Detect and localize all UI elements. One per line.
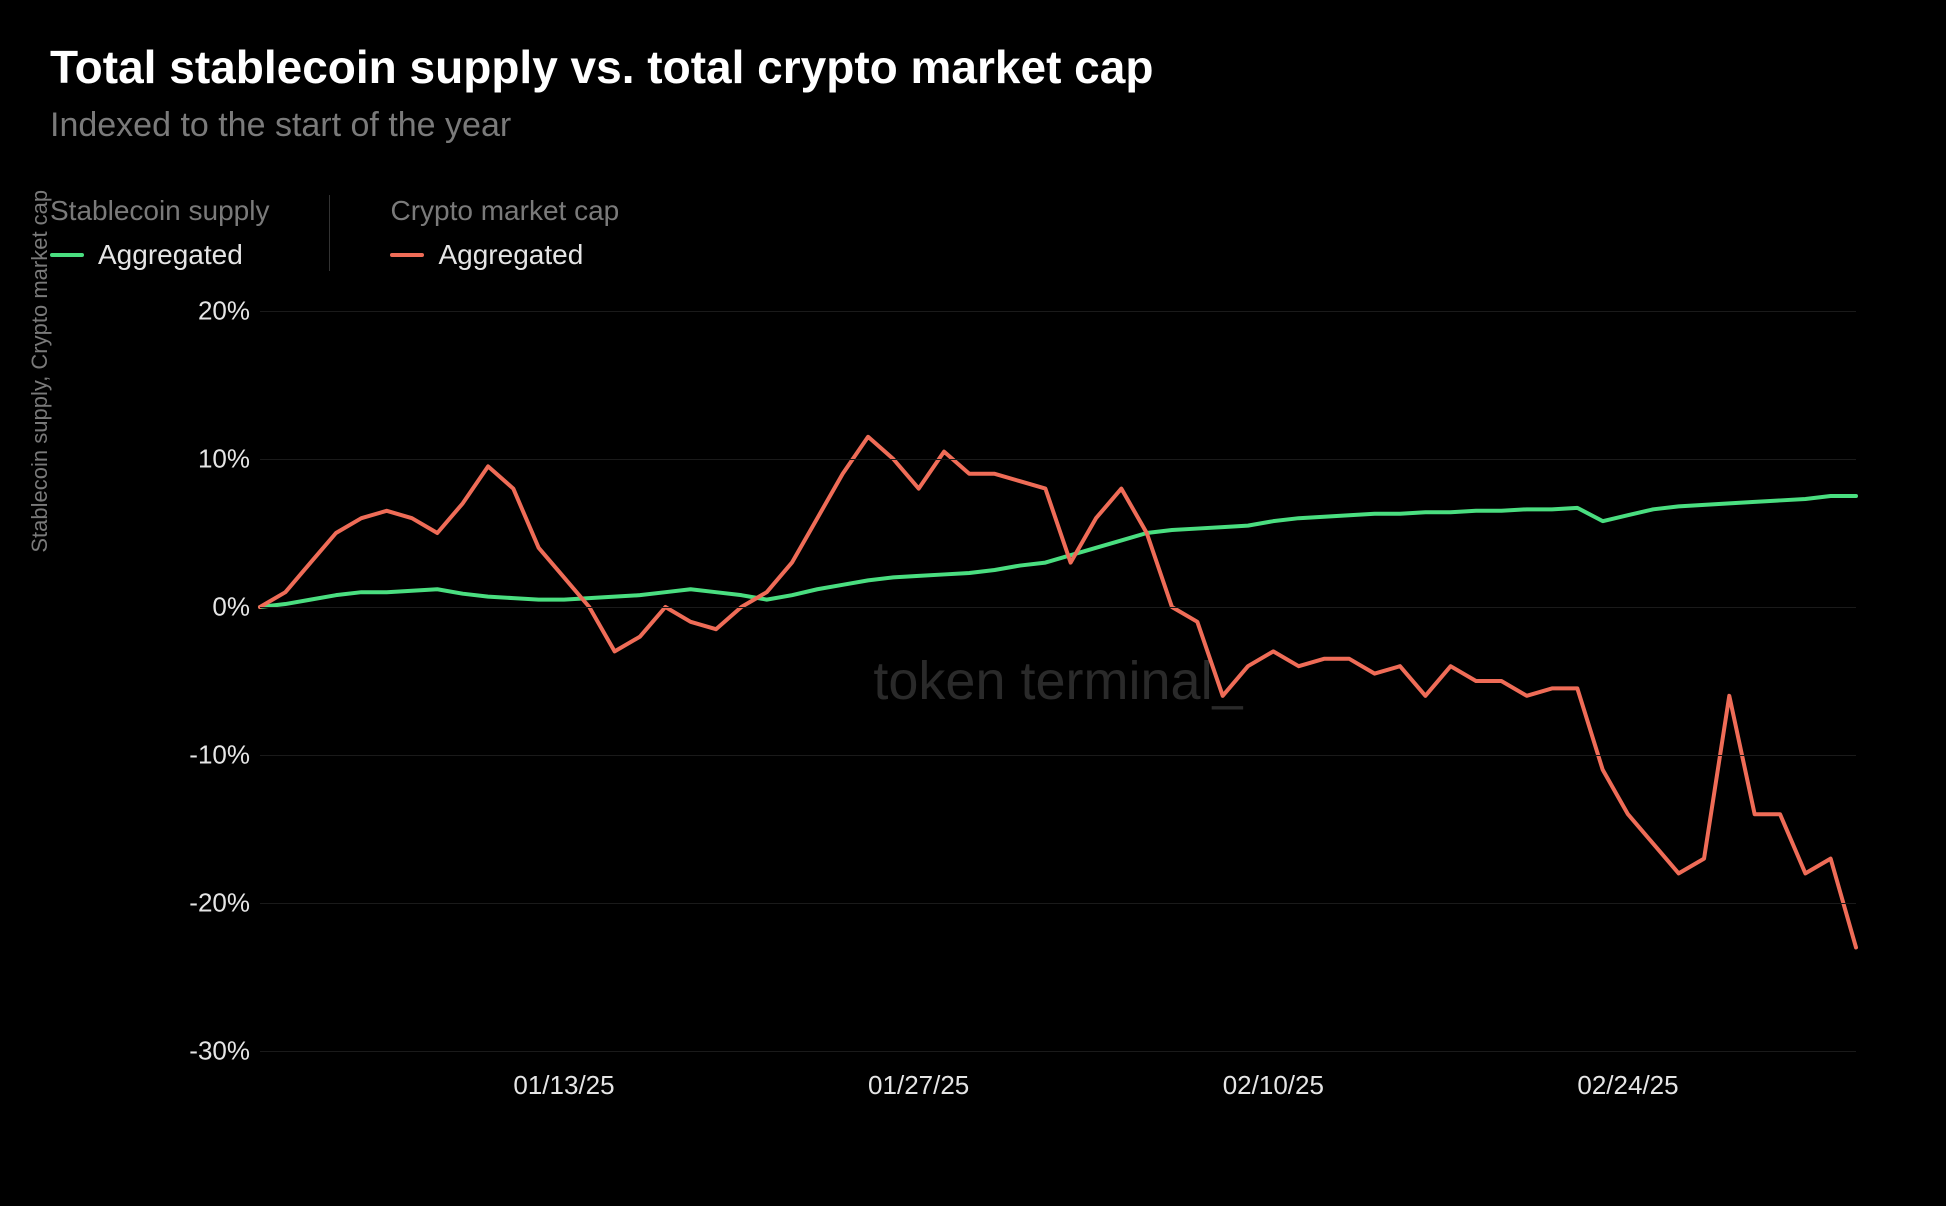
gridline [260, 903, 1856, 904]
x-tick-label: 01/27/25 [868, 1070, 969, 1101]
legend-swatch-icon [390, 253, 424, 257]
legend-item: Aggregated [50, 239, 269, 271]
y-axis-title: Stablecoin supply, Crypto market cap [27, 190, 53, 553]
chart-subtitle: Indexed to the start of the year [50, 106, 1896, 145]
y-tick-label: 10% [160, 444, 250, 475]
gridline [260, 459, 1856, 460]
gridline [260, 311, 1856, 312]
legend-item: Aggregated [390, 239, 619, 271]
y-tick-label: -20% [160, 888, 250, 919]
chart-svg [260, 311, 1856, 1051]
gridline [260, 607, 1856, 608]
chart-container: Stablecoin supply, Crypto market cap tok… [50, 311, 1896, 1131]
series-line-marketcap [260, 437, 1856, 948]
legend: Stablecoin supply Aggregated Crypto mark… [50, 195, 1896, 271]
legend-group-marketcap: Crypto market cap Aggregated [329, 195, 679, 271]
y-tick-label: -10% [160, 740, 250, 771]
legend-item-label: Aggregated [438, 239, 583, 271]
plot-area: token terminal_ 20%10%0%-10%-20%-30%01/1… [260, 311, 1856, 1051]
y-tick-label: -30% [160, 1036, 250, 1067]
y-tick-label: 0% [160, 592, 250, 623]
legend-group-title: Stablecoin supply [50, 195, 269, 227]
series-line-stablecoin [260, 496, 1856, 607]
x-tick-label: 02/24/25 [1577, 1070, 1678, 1101]
chart-title: Total stablecoin supply vs. total crypto… [50, 40, 1896, 94]
gridline [260, 1051, 1856, 1052]
legend-group-title: Crypto market cap [390, 195, 619, 227]
legend-swatch-icon [50, 253, 84, 257]
gridline [260, 755, 1856, 756]
y-tick-label: 20% [160, 296, 250, 327]
legend-group-stablecoin: Stablecoin supply Aggregated [50, 195, 329, 271]
x-tick-label: 01/13/25 [513, 1070, 614, 1101]
x-tick-label: 02/10/25 [1223, 1070, 1324, 1101]
legend-item-label: Aggregated [98, 239, 243, 271]
